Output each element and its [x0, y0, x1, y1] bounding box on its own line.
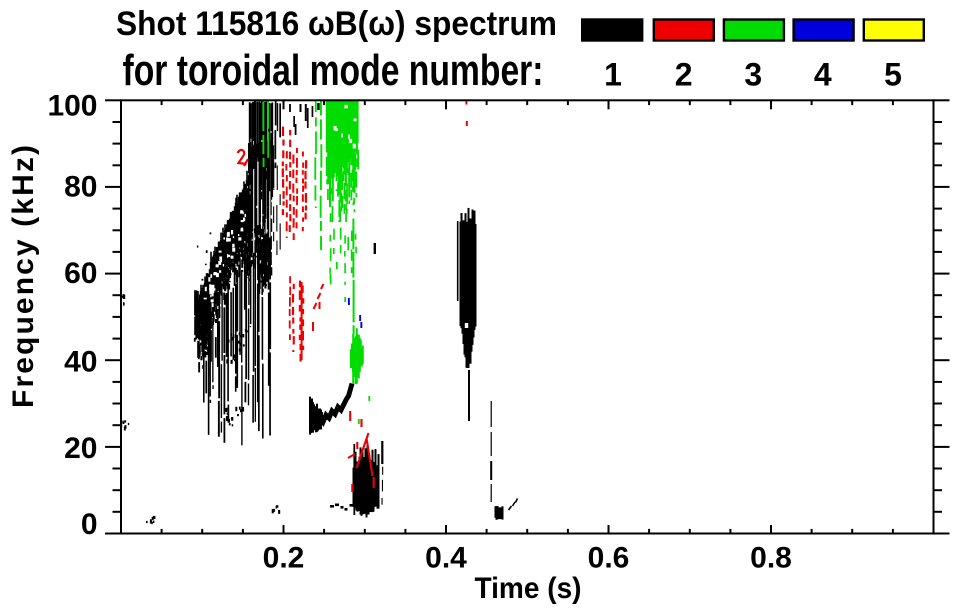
svg-text:1: 1 — [604, 57, 622, 93]
svg-text:3: 3 — [744, 57, 762, 93]
svg-text:2: 2 — [675, 57, 693, 93]
svg-text:5: 5 — [884, 57, 902, 93]
svg-text:0.6: 0.6 — [588, 542, 630, 575]
svg-text:80: 80 — [64, 170, 97, 203]
svg-text:Frequency (kHz): Frequency (kHz) — [7, 145, 40, 408]
svg-text:for toroidal mode number:: for toroidal mode number: — [123, 46, 544, 95]
svg-text:4: 4 — [814, 57, 832, 93]
svg-text:Time (s): Time (s) — [475, 572, 582, 605]
svg-text:40: 40 — [64, 345, 97, 378]
svg-text:100: 100 — [47, 90, 97, 123]
svg-text:Shot 115816 ωB(ω) spectrum: Shot 115816 ωB(ω) spectrum — [116, 5, 557, 43]
svg-text:60: 60 — [64, 257, 97, 290]
svg-text:20: 20 — [64, 432, 97, 465]
svg-text:0: 0 — [81, 508, 98, 541]
svg-text:0.4: 0.4 — [425, 542, 467, 575]
svg-text:0.2: 0.2 — [263, 542, 305, 575]
svg-text:0.8: 0.8 — [750, 542, 792, 575]
